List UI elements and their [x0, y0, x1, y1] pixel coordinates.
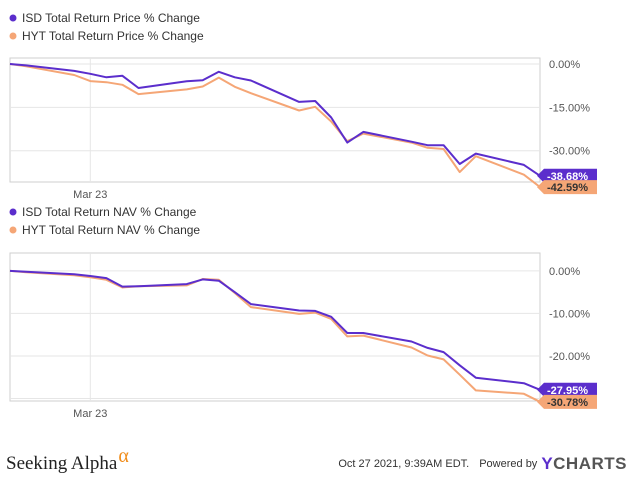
- ycharts-logo: YCHARTS: [541, 454, 627, 474]
- series-line-2: [9, 269, 541, 403]
- legend-marker-1: [9, 14, 17, 22]
- powered-by-label: Powered by: [479, 458, 538, 470]
- y-tick-label: -30.00%: [549, 146, 590, 158]
- y-tick-label: -10.00%: [549, 308, 590, 320]
- series-line-1: [9, 269, 541, 391]
- legend-marker-2: [9, 32, 17, 40]
- y-tick-label: 0.00%: [549, 266, 580, 278]
- alpha-symbol: α: [118, 444, 129, 467]
- legend-entry-1: ISD Total Return Price % Change: [22, 11, 200, 25]
- x-tick-label: Mar 23: [73, 189, 107, 201]
- legend-marker-2: [9, 226, 17, 234]
- end-value-label-2: -30.78%: [547, 397, 588, 409]
- chart-footer-credit: Oct 27 2021, 9:39AM EDT. Powered by YCHA…: [338, 452, 627, 476]
- end-value-badge-1: [537, 168, 597, 183]
- end-value-label-2: -42.59%: [547, 182, 588, 194]
- legend-entry-2: HYT Total Return Price % Change: [22, 29, 204, 43]
- ycharts-comparison-charts: ISD Total Return Price % Change HYT Total…: [9, 11, 597, 420]
- ycharts-logo-initial: Y: [541, 454, 554, 473]
- legend-entry-2: HYT Total Return NAV % Change: [22, 223, 200, 237]
- chart-timestamp: Oct 27 2021, 9:39AM EDT.: [338, 458, 470, 470]
- legend-entry-1: ISD Total Return NAV % Change: [22, 205, 197, 219]
- plot-frame: [9, 252, 541, 402]
- seeking-alpha-logo: Seeking Alpha α: [6, 445, 129, 476]
- seeking-alpha-wordmark: Seeking Alpha: [6, 453, 118, 474]
- end-value-badge-2: [537, 180, 597, 195]
- y-tick-label: 0.00%: [549, 59, 580, 71]
- end-value-label-1: -38.68%: [547, 171, 588, 183]
- end-value-label-1: -27.95%: [547, 385, 588, 397]
- x-tick-label: Mar 23: [73, 408, 107, 420]
- plot-frame: [9, 57, 541, 183]
- end-value-badge-2: [537, 394, 597, 409]
- chart-panel-2: ISD Total Return NAV % Change HYT Total R…: [9, 205, 597, 420]
- y-tick-label: -20.00%: [549, 351, 590, 363]
- y-tick-label: -15.00%: [549, 102, 590, 114]
- chart-panel-1: ISD Total Return Price % Change HYT Total…: [9, 11, 597, 201]
- series-line-2: [9, 63, 541, 188]
- ycharts-logo-text: CHARTS: [553, 454, 627, 473]
- end-value-badge-1: [537, 382, 597, 397]
- series-line-1: [9, 63, 541, 177]
- legend-marker-1: [9, 208, 17, 216]
